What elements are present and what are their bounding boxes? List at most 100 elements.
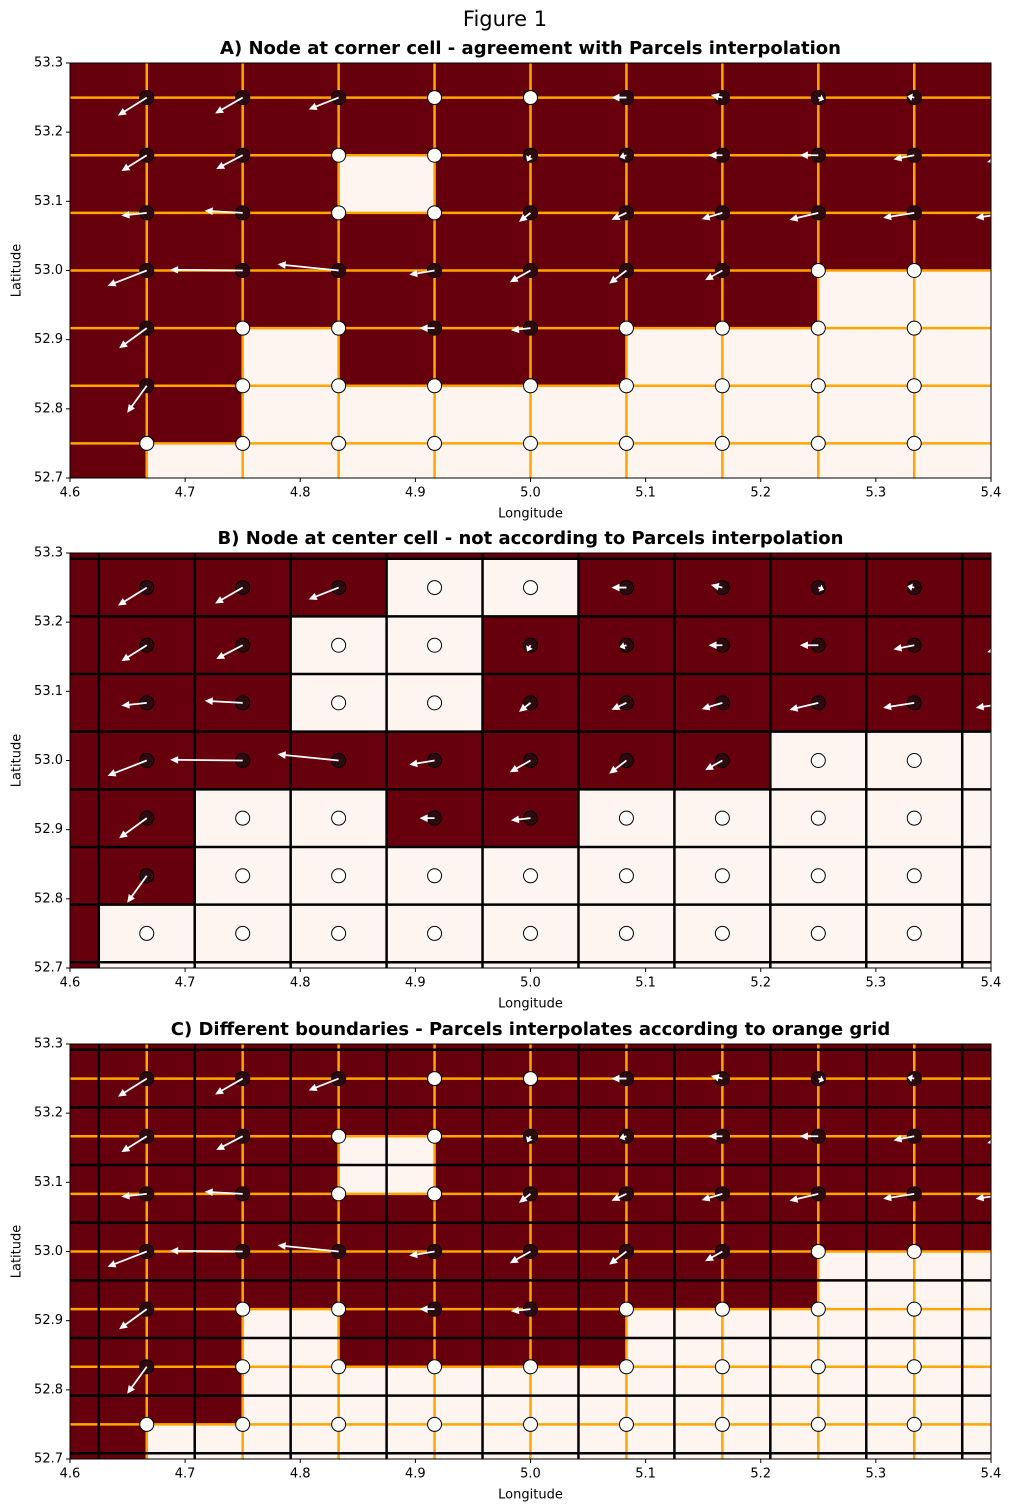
velocity-arrow [818,584,825,592]
x-tick-label: 4.7 [175,486,196,501]
node [810,1071,826,1087]
cell [674,553,771,560]
node [427,1186,443,1202]
node [427,1071,443,1087]
velocity-arrow [107,759,148,777]
velocity-arrow [893,154,915,162]
velocity-arrow [518,702,532,712]
node [810,378,826,394]
node [235,868,251,884]
cell [626,63,723,99]
node [907,984,921,998]
cell [70,155,148,214]
node [810,810,826,826]
node [139,868,155,884]
cell [914,443,991,478]
cell [962,616,991,675]
node [523,1359,538,1375]
y-tick-label: 53.0 [34,263,63,278]
x-tick-label: 4.9 [405,486,426,501]
x-tick-label: 5.1 [635,1467,656,1482]
node [44,436,58,450]
velocity-arrow [611,583,627,592]
velocity-arrow [907,1074,915,1082]
panel-title: B) Node at center cell - not according t… [218,528,844,549]
velocity-arrow [509,1250,531,1264]
x-tick-label: 5.1 [635,486,656,501]
velocity-arrow [215,1077,244,1095]
velocity-arrow [526,154,533,162]
cell [626,328,723,387]
velocity-arrow [883,211,915,221]
node [906,925,922,941]
cell [338,328,436,387]
cell [242,270,340,329]
node [140,984,154,998]
node [714,1301,730,1317]
velocity-arrow [1004,584,1010,592]
plot-area [44,33,1011,508]
node [810,1416,826,1432]
node [906,753,922,768]
velocity-arrow [1004,94,1010,102]
cell [70,616,100,675]
velocity-arrow [216,154,244,170]
node [428,1475,442,1489]
cell [434,443,531,478]
velocity-arrow [611,212,627,220]
velocity-arrow [611,702,627,710]
cell [722,270,819,329]
velocity-arrow [107,269,148,287]
cell [434,328,531,387]
node [907,494,921,508]
node [331,1128,347,1144]
y-tick-label: 52.8 [34,891,63,906]
y-tick-label: 52.9 [34,822,63,837]
node [140,1475,154,1489]
node [715,1475,729,1489]
node [906,810,922,826]
y-tick-label: 52.9 [34,1313,63,1328]
velocity-arrow [204,207,243,216]
node [427,205,443,221]
cell [242,212,340,271]
velocity-arrow [308,96,339,110]
x-tick-label: 5.0 [520,976,541,991]
y-axis-label: Latitude [10,1225,25,1279]
node [907,33,921,47]
cell [146,385,244,444]
cell [242,97,340,156]
cell [70,558,100,617]
node [810,205,826,221]
node [44,638,58,652]
node [332,494,346,508]
cell [578,553,675,560]
x-tick-label: 4.8 [290,1467,311,1482]
y-tick-label: 52.7 [34,961,63,976]
x-tick-label: 5.1 [635,976,656,991]
node [427,147,443,163]
node [44,1360,58,1374]
node [811,984,825,998]
node [523,868,538,884]
node [619,1475,633,1489]
cell [530,443,627,478]
velocity-arrow [701,212,723,221]
cell [70,846,100,906]
node [715,984,729,998]
node [44,1417,58,1431]
node [523,637,538,653]
y-axis-label: Latitude [10,734,25,788]
x-axis-label: Longitude [498,507,563,522]
node [906,868,922,884]
node [714,810,730,826]
velocity-arrow [975,1193,991,1202]
node [523,1416,538,1432]
node [235,925,251,941]
y-tick-label: 53.2 [34,1106,63,1121]
velocity-arrow [619,152,627,160]
node [906,320,922,336]
node [1003,206,1011,220]
velocity-arrow [818,94,825,102]
